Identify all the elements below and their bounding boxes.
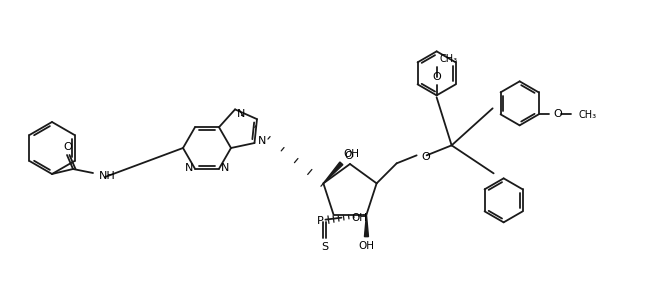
Text: CH₃: CH₃ (439, 54, 458, 64)
Text: OH: OH (351, 213, 368, 223)
Polygon shape (323, 162, 343, 183)
Text: OH: OH (358, 241, 375, 251)
Text: O: O (422, 152, 430, 162)
Text: N: N (184, 163, 193, 173)
Text: O: O (345, 151, 353, 161)
Text: S: S (321, 242, 328, 252)
Text: N: N (258, 136, 266, 146)
Text: N: N (237, 109, 245, 119)
Text: NH: NH (99, 171, 116, 181)
Text: O: O (432, 72, 441, 82)
Text: CH₃: CH₃ (579, 110, 597, 120)
Text: N: N (221, 163, 230, 173)
Text: O: O (63, 142, 73, 152)
Text: O: O (554, 109, 562, 119)
Text: OH: OH (343, 149, 359, 159)
Polygon shape (364, 215, 368, 237)
Text: P: P (317, 216, 324, 226)
